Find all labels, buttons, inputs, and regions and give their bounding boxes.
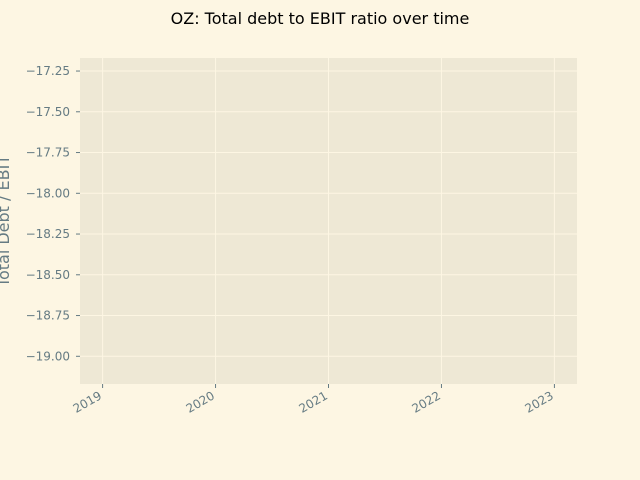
y-tick-label: −17.25: [26, 64, 70, 78]
grid-lines: [80, 58, 577, 384]
y-tick-label: −17.75: [26, 146, 70, 160]
y-tick-label: −18.00: [26, 186, 70, 200]
y-axis-label: Total Debt / EBIT: [0, 155, 13, 288]
y-tick-label: −17.50: [26, 105, 70, 119]
chart-title: OZ: Total debt to EBIT ratio over time: [171, 9, 470, 28]
y-tick-label: −18.25: [26, 227, 70, 241]
y-tick-label: −18.75: [26, 309, 70, 323]
y-axis-ticks: −17.25 −17.50 −17.75 −18.00 −18.25 −18.50 −18.…: [26, 64, 80, 363]
y-tick-label: −19.00: [26, 349, 70, 363]
y-tick-label: −18.50: [26, 268, 70, 282]
